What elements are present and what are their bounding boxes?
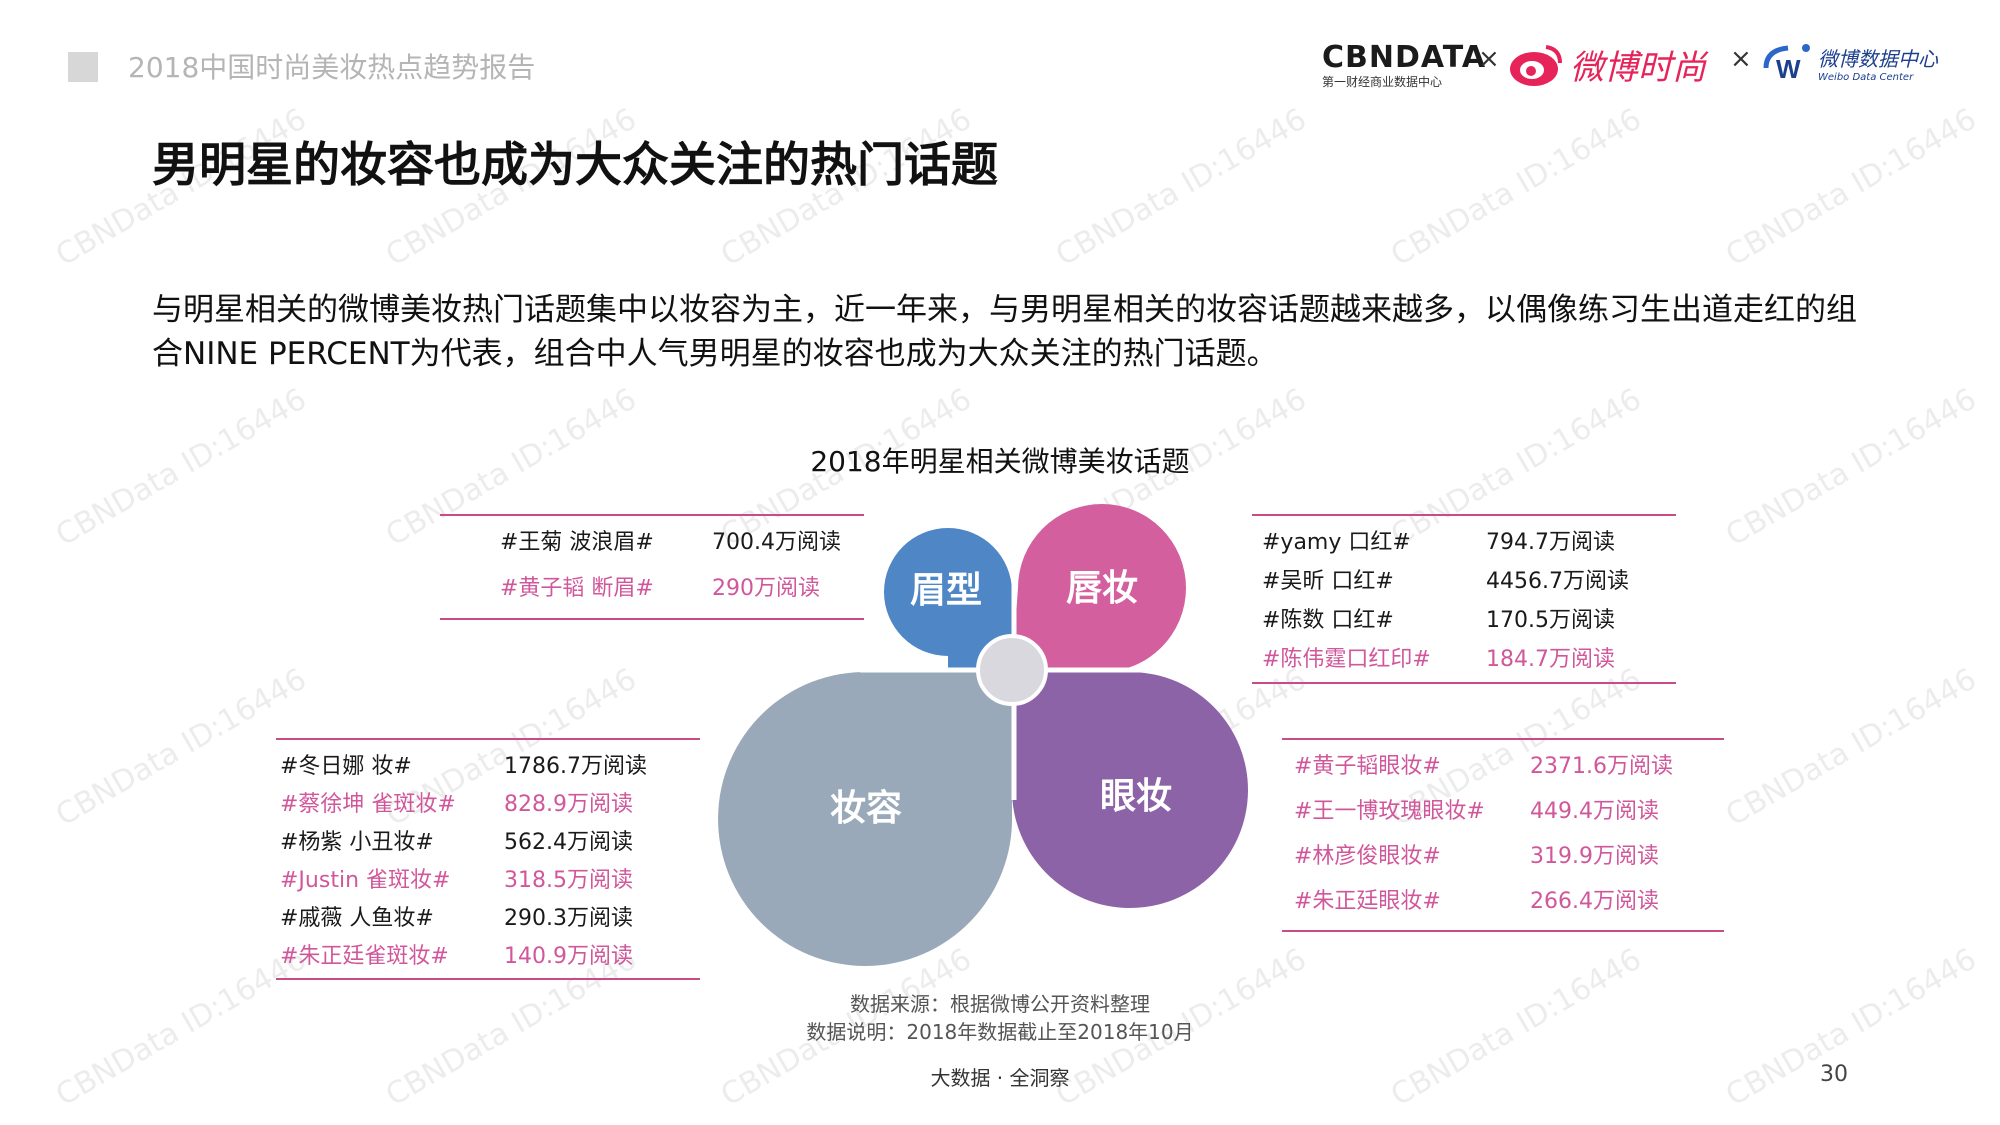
topic-reads: 1786.7万阅读 [504, 754, 647, 779]
table-bottom-rule [440, 618, 864, 620]
topic-name: #陈伟霆口红印# [1262, 647, 1431, 672]
footer-source: 数据来源：根据微博公开资料整理 数据说明：2018年数据截止至2018年10月 [600, 990, 1400, 1046]
petal-brow [884, 528, 1012, 672]
petal-eye [1012, 672, 1248, 908]
topic-name: #王菊 波浪眉# [500, 530, 654, 555]
data-source: 数据来源：根据微博公开资料整理 [850, 992, 1150, 1016]
topic-reads: 449.4万阅读 [1530, 799, 1659, 824]
petal-label-makeup: 妆容 [830, 788, 902, 829]
topic-reads: 290.3万阅读 [504, 906, 633, 931]
topic-reads: 140.9万阅读 [504, 944, 633, 969]
table-top-rule [1252, 514, 1676, 516]
topic-reads: 319.9万阅读 [1530, 844, 1659, 869]
topic-name: #yamy 口红# [1262, 530, 1411, 555]
petal-label-eye: 眼妆 [1100, 776, 1172, 817]
makeup-topics-table: #冬日娜 妆# 1786.7万阅读 #蔡徐坤 雀斑妆# 828.9万阅读 #杨紫 小丑妆… [276, 738, 700, 980]
petal-center [976, 634, 1048, 706]
topic-name: #朱正廷雀斑妆# [280, 944, 449, 969]
topic-reads: 184.7万阅读 [1486, 647, 1615, 672]
table-bottom-rule [276, 978, 700, 980]
cbndata-logo-text: CBNDATA [1322, 40, 1487, 75]
topic-name: #Justin 雀斑妆# [280, 868, 451, 893]
weibo-data-center-logo: W 微博数据中心 Weibo Data Center [1758, 38, 1938, 88]
topic-reads: 2371.6万阅读 [1530, 754, 1673, 779]
eye-topics-table: #黄子韬眼妆# 2371.6万阅读 #王一博玫瑰眼妆# 449.4万阅读 #林彦俊眼妆#… [1282, 738, 1724, 932]
petal-label-lip: 唇妆 [1066, 568, 1138, 609]
topic-name: #朱正廷眼妆# [1294, 889, 1441, 914]
topic-name: #冬日娜 妆# [280, 754, 412, 779]
weibo-data-logo-subtext: Weibo Data Center [1818, 72, 1914, 83]
topic-reads: 290万阅读 [712, 576, 820, 601]
topic-reads: 828.9万阅读 [504, 792, 633, 817]
topic-name: #吴昕 口红# [1262, 569, 1394, 594]
table-top-rule [276, 738, 700, 740]
page-number: 30 [1820, 1062, 1848, 1087]
weibo-eye-icon [1510, 44, 1562, 86]
topic-name: #杨紫 小丑妆# [280, 830, 434, 855]
diagram-title: 2018年明星相关微博美妆话题 [810, 445, 1190, 478]
topic-name: #王一博玫瑰眼妆# [1294, 799, 1485, 824]
topic-name: #蔡徐坤 雀斑妆# [280, 792, 456, 817]
header-square-icon [68, 52, 98, 82]
topic-name: #林彦俊眼妆# [1294, 844, 1441, 869]
intro-paragraph: 与明星相关的微博美妆热门话题集中以妆容为主，近一年来，与男明星相关的妆容话题越来… [152, 292, 1857, 372]
report-title: 2018中国时尚美妆热点趋势报告 [128, 51, 536, 84]
cbndata-logo-subtext: 第一财经商业数据中心 [1322, 75, 1443, 89]
weibo-fashion-logo: 微博时尚 [1508, 40, 1706, 89]
weibo-data-icon: W [1763, 44, 1810, 84]
weibo-fashion-logo-text: 微博时尚 [1570, 48, 1706, 88]
footer-slogan: 大数据 · 全洞察 [930, 1066, 1070, 1090]
page-title: 男明星的妆容也成为大众关注的热门话题 [152, 138, 998, 193]
petal-lip [1012, 504, 1186, 672]
topic-name: #黄子韬眼妆# [1294, 754, 1441, 779]
table-bottom-rule [1282, 930, 1724, 932]
cbndata-logo: CBNDATA 第一财经商业数据中心 [1322, 40, 1486, 90]
svg-text:W: W [1776, 54, 1801, 84]
topic-reads: 700.4万阅读 [712, 530, 841, 555]
brow-topics-table: #王菊 波浪眉# 700.4万阅读 #黄子韬 断眉# 290万阅读 [440, 514, 864, 620]
table-top-rule [440, 514, 864, 516]
topic-reads: 318.5万阅读 [504, 868, 633, 893]
petal-label-brow: 眉型 [910, 570, 982, 611]
weibo-data-logo-text: 微博数据中心 [1818, 47, 1938, 71]
topic-reads: 266.4万阅读 [1530, 889, 1659, 914]
topic-reads: 170.5万阅读 [1486, 608, 1615, 633]
topic-name: #戚薇 人鱼妆# [280, 906, 434, 931]
table-top-rule [1282, 738, 1724, 740]
topic-reads: 562.4万阅读 [504, 830, 633, 855]
table-bottom-rule [1252, 682, 1676, 684]
lip-topics-table: #yamy 口红# 794.7万阅读 #吴昕 口红# 4456.7万阅读 #陈数 口红#… [1252, 514, 1676, 684]
data-note: 数据说明：2018年数据截止至2018年10月 [806, 1020, 1194, 1044]
logo-separator-2: × [1730, 44, 1752, 74]
petal-makeup [718, 671, 1013, 966]
logo-separator: × [1478, 44, 1500, 74]
topic-name: #陈数 口红# [1262, 608, 1394, 633]
topic-reads: 794.7万阅读 [1486, 530, 1615, 555]
topic-name: #黄子韬 断眉# [500, 576, 654, 601]
topic-reads: 4456.7万阅读 [1486, 569, 1629, 594]
